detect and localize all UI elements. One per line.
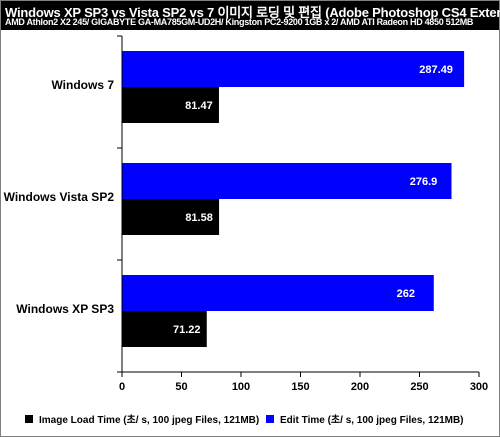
data-label-windows-xp-sp3-series-0: 71.22: [173, 324, 201, 336]
bar-windows-xp-sp3-series-1: [122, 275, 434, 311]
bar-windows-7-series-0: [122, 87, 219, 123]
x-tick-label-100: 100: [232, 381, 250, 393]
x-tick-label-300: 300: [470, 381, 488, 393]
bar-windows-vista-sp2-series-0: [122, 199, 220, 235]
legend: Image Load Time (초/ s, 100 jpeg Files, 1…: [0, 411, 500, 427]
x-tick-label-200: 200: [351, 381, 369, 393]
data-label-windows-vista-sp2-series-1: 276.9: [410, 176, 438, 188]
x-tick-label-150: 150: [291, 381, 309, 393]
legend-label-image-load: Image Load Time (초/ s, 100 jpeg Files, 1…: [39, 415, 260, 426]
data-label-windows-vista-sp2-series-0: 81.58: [185, 212, 213, 224]
category-label-windows-vista-sp2: Windows Vista SP2: [4, 190, 115, 204]
x-tick-label-250: 250: [410, 381, 428, 393]
legend-item-edit: Edit Time (초/ s, 100 jpeg Files, 121MB): [266, 411, 464, 426]
data-label-windows-7-series-0: 81.47: [185, 100, 213, 112]
bar-windows-vista-sp2-series-1: [122, 163, 452, 199]
chart-subtitle: AMD Athlon2 X2 245/ GIGABYTE GA-MA785GM-…: [5, 17, 474, 27]
legend-swatch-image-load: [25, 414, 33, 423]
data-label-windows-7-series-1: 287.49: [419, 64, 453, 76]
legend-label-edit: Edit Time (초/ s, 100 jpeg Files, 121MB): [280, 415, 464, 426]
bar-windows-xp-sp3-series-0: [122, 311, 207, 347]
category-label-windows-xp-sp3: Windows XP SP3: [16, 302, 114, 316]
bar-windows-7-series-1: [122, 51, 465, 87]
x-tick-label-0: 0: [119, 381, 125, 393]
data-label-windows-xp-sp3-series-1: 262: [397, 288, 415, 300]
legend-item-image-load: Image Load Time (초/ s, 100 jpeg Files, 1…: [25, 411, 259, 426]
category-label-windows-7: Windows 7: [51, 78, 114, 92]
x-tick-label-50: 50: [175, 381, 187, 393]
chart-title: Windows XP SP3 vs Vista SP2 vs 7 이미지 로딩 …: [5, 5, 500, 20]
title-bar: Windows XP SP3 vs Vista SP2 vs 7 이미지 로딩 …: [1, 1, 500, 30]
legend-swatch-edit: [266, 414, 274, 423]
